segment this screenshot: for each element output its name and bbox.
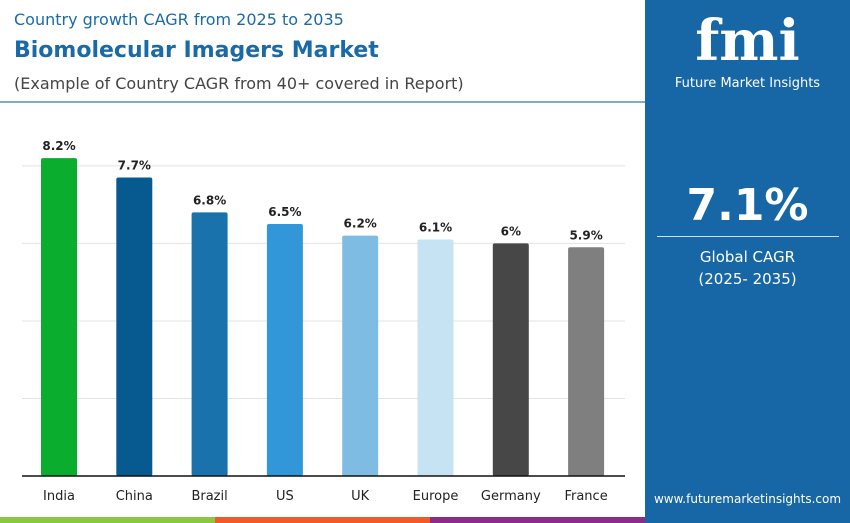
bar-germany bbox=[492, 243, 529, 476]
chart-subtitle: Country growth CAGR from 2025 to 2035 bbox=[14, 10, 344, 29]
bar-france bbox=[568, 247, 605, 476]
x-tick-label: Germany bbox=[481, 489, 541, 504]
bar-india bbox=[41, 158, 77, 476]
bar-chart: 8.2% India 7.7% China 6.8% Brazil 6.5% US 6.2% UK… bbox=[22, 139, 625, 504]
x-tick-label: Brazil bbox=[191, 489, 227, 504]
x-tick-label: US bbox=[276, 489, 294, 504]
band-purple bbox=[430, 517, 645, 523]
website-url: www.futuremarketinsights.com bbox=[653, 492, 842, 506]
data-label: 6.1% bbox=[419, 221, 452, 235]
bar-brazil bbox=[191, 212, 228, 477]
chart-note: (Example of Country CAGR from 40+ covere… bbox=[14, 74, 464, 93]
fmi-logo: fmi bbox=[695, 8, 800, 74]
band-orange bbox=[215, 517, 430, 523]
x-tick-label: France bbox=[564, 489, 607, 504]
divider bbox=[657, 236, 839, 237]
divider bbox=[0, 101, 645, 103]
global-cagr-label: Global CAGR bbox=[699, 248, 796, 266]
x-tick-label: China bbox=[116, 489, 153, 504]
data-label: 6.8% bbox=[193, 193, 226, 207]
data-label: 8.2% bbox=[42, 139, 75, 153]
global-cagr-period: (2025- 2035) bbox=[698, 270, 797, 288]
bar-china bbox=[116, 177, 153, 477]
data-label: 6.5% bbox=[268, 205, 301, 219]
bar-europe bbox=[417, 239, 454, 476]
summary-panel: fmi Future Market Insights 7.1% Global C… bbox=[645, 0, 850, 523]
data-label: 6.2% bbox=[344, 217, 377, 231]
data-label: 7.7% bbox=[118, 159, 151, 173]
band-green bbox=[0, 517, 215, 523]
global-cagr-value: 7.1% bbox=[686, 180, 809, 231]
x-tick-label: UK bbox=[351, 489, 370, 504]
x-tick-label: India bbox=[43, 489, 75, 504]
bar-us bbox=[266, 224, 303, 476]
x-tick-label: Europe bbox=[413, 489, 459, 504]
data-label: 6% bbox=[501, 224, 521, 238]
chart-title: Biomolecular Imagers Market bbox=[14, 38, 379, 63]
bar-uk bbox=[342, 235, 379, 476]
brand-name: Future Market Insights bbox=[674, 76, 821, 91]
data-label: 5.9% bbox=[569, 228, 602, 242]
